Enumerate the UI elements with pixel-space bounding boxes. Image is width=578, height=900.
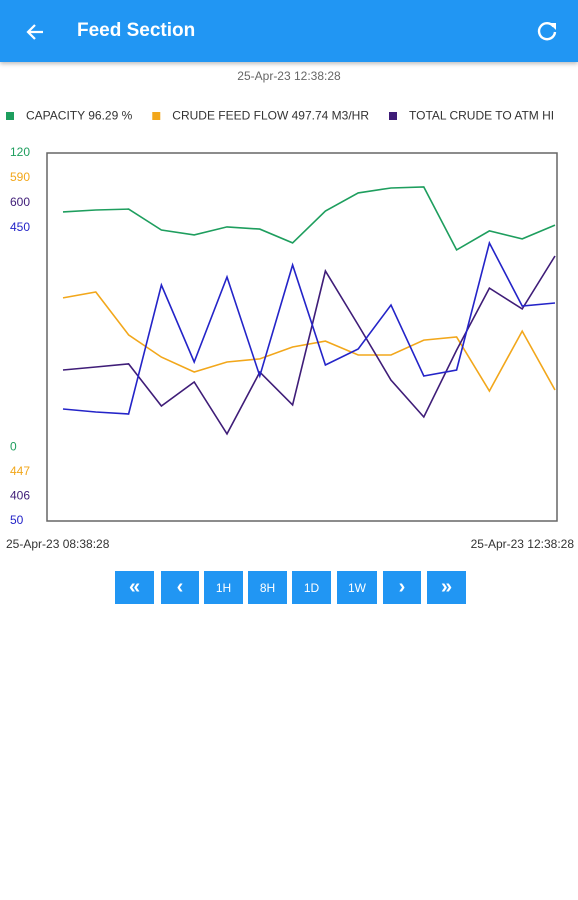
legend-swatch: [6, 112, 14, 120]
x-tick-label: 25-Apr-23 12:38:28: [471, 537, 575, 551]
timestamp: 25-Apr-23 12:38:28: [237, 69, 341, 83]
series-line: [62, 291, 556, 393]
legend-swatch: [152, 112, 161, 120]
range-button[interactable]: ›: [383, 571, 421, 604]
y-axis-max: 600: [10, 195, 30, 209]
y-axis-min: 447: [10, 464, 30, 478]
range-button[interactable]: 1W: [337, 571, 377, 604]
plot-frame: [46, 152, 558, 522]
y-axis-max: 120: [10, 145, 30, 159]
page-title: Feed Section: [77, 20, 196, 41]
x-tick-label: 25-Apr-23 08:38:28: [6, 537, 110, 551]
legend-swatch: [389, 112, 397, 120]
chart: CAPACITY 96.29 % CRUDE FEED FLOW 497.74 M…: [6, 109, 575, 551]
legend-label: CRUDE FEED FLOW 497.74 M3/HR: [172, 109, 369, 123]
app-bar: Feed Section: [0, 0, 578, 62]
range-button[interactable]: 1D: [292, 571, 331, 604]
y-axis-min: 0: [10, 440, 17, 454]
range-button[interactable]: 1H: [204, 571, 243, 604]
y-axis-min: 406: [10, 489, 30, 503]
series-line: [62, 186, 556, 252]
range-button[interactable]: »: [427, 571, 466, 604]
y-axis-max: 450: [10, 220, 30, 234]
series-line: [62, 240, 556, 415]
range-button[interactable]: «: [115, 571, 154, 604]
range-button[interactable]: ‹: [161, 571, 199, 604]
y-axis-min: 50: [10, 513, 24, 527]
y-axis-max: 590: [10, 170, 30, 184]
range-button[interactable]: 8H: [248, 571, 287, 604]
legend-label: CAPACITY 96.29 %: [26, 109, 133, 123]
refresh-button[interactable]: [536, 20, 558, 42]
back-button[interactable]: [24, 21, 46, 43]
legend-label: TOTAL CRUDE TO ATM HI: [409, 109, 554, 123]
series-line: [62, 255, 556, 436]
